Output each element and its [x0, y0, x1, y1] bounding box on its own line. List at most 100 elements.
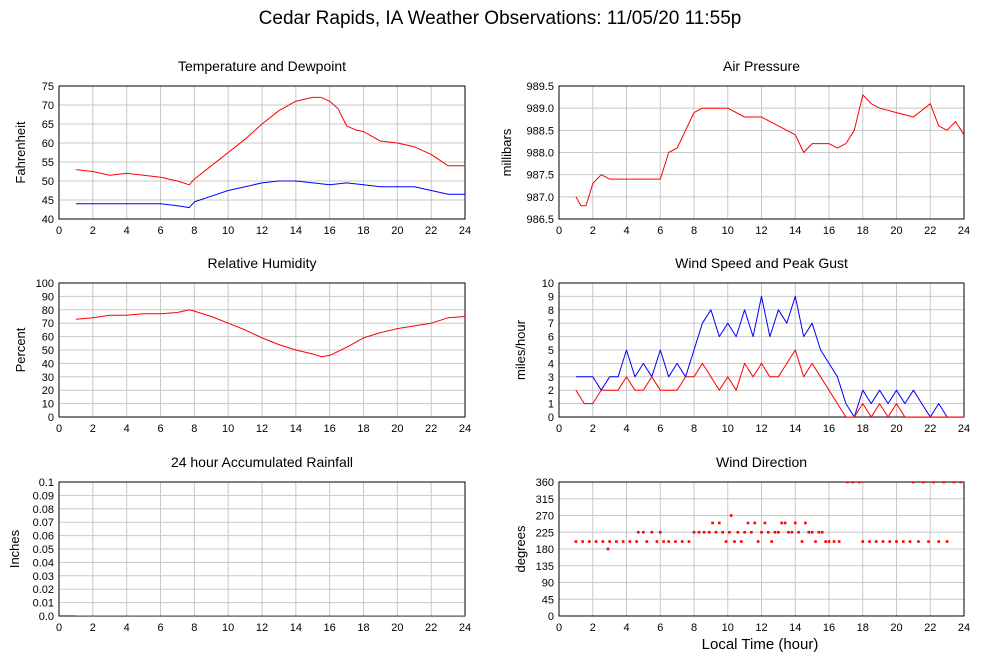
direction-frame: [558, 481, 965, 617]
rain-y-tick-label: 0.05: [33, 544, 54, 556]
direction-x-tick-label: 2: [590, 622, 596, 634]
direction-point: [881, 540, 885, 543]
rain-x-tick-label: 8: [191, 622, 197, 634]
pressure-y-tick-label: 986.5: [526, 214, 554, 226]
humidity-x-tick-label: 4: [124, 423, 130, 435]
pressure-x-tick-label: 0: [556, 225, 562, 237]
direction-x-tick-label: 12: [755, 622, 767, 634]
temp-x-tick-label: 12: [256, 225, 268, 237]
direction-point: [932, 482, 935, 484]
direction-point: [760, 530, 763, 534]
direction-point: [707, 530, 711, 534]
direction-point: [674, 540, 677, 543]
temp-x-tick-label: 14: [290, 225, 302, 237]
direction-point: [711, 521, 714, 525]
rain-y-tick-label: 0.09: [33, 490, 54, 502]
direction-point: [861, 540, 865, 543]
rain-y-tick-label: 0.01: [33, 598, 54, 610]
wind-series-line-1: [575, 349, 964, 417]
direction-point: [736, 530, 740, 534]
rain-y-tick-label: 0.02: [33, 584, 54, 596]
humidity-y-tick-label: 80: [42, 305, 54, 317]
direction-point: [912, 482, 915, 484]
direction-point: [721, 530, 724, 534]
rain-y-tick-label: 0.07: [33, 517, 54, 529]
direction-x-tick-label: 4: [623, 622, 629, 634]
direction-point: [837, 540, 841, 543]
temp-x-tick-label: 18: [357, 225, 369, 237]
wind-x-tick-label: 18: [857, 423, 869, 435]
wind-x-tick-label: 16: [823, 423, 835, 435]
rain-x-tick-label: 4: [124, 622, 130, 634]
direction-point: [800, 540, 804, 543]
temp-x-tick-label: 0: [56, 225, 62, 237]
temp-y-axis-label: Fahrenheit: [13, 121, 28, 184]
humidity-y-tick-label: 10: [42, 399, 54, 411]
direction-point: [662, 540, 665, 543]
rain-panel: 2 4 6 8 10 12 14 16 18 20 22 2400.00.010.020.030.04…: [7, 454, 471, 634]
direction-point: [750, 530, 753, 534]
rain-y-tick-label: 0.04: [33, 557, 54, 569]
wind-y-axis-label: miles/hour: [513, 319, 528, 380]
pressure-y-tick-label: 988.5: [526, 125, 554, 137]
direction-point: [874, 540, 878, 543]
direction-point: [594, 540, 598, 543]
direction-y-tick-label: 180: [536, 544, 554, 556]
pressure-y-tick-label: 987.5: [526, 170, 554, 182]
humidity-x-tick-label: 16: [324, 423, 336, 435]
direction-point: [827, 540, 831, 543]
humidity-series-line-0: [75, 309, 465, 358]
pressure-x-tick-label: 6: [657, 225, 663, 237]
direction-x-tick-label: 0: [556, 622, 562, 634]
rain-y-tick-label: 0.08: [33, 504, 54, 516]
rain-x-tick-label: 10: [222, 622, 234, 634]
wind-y-tick-label: 6: [548, 332, 554, 344]
humidity-y-tick-label: 70: [42, 318, 54, 330]
temp-panel: 2 4 6 8 10 12 14 16 18 20 22 2404045505560657075Tem…: [13, 58, 471, 237]
direction-y-tick-label: 270: [536, 511, 554, 523]
pressure-title: Air Pressure: [723, 58, 800, 74]
rain-x-tick-label: 6: [157, 622, 163, 634]
temp-x-tick-label: 4: [124, 225, 130, 237]
pressure-x-tick-label: 4: [623, 225, 629, 237]
humidity-x-tick-label: 8: [191, 423, 197, 435]
temp-x-tick-label: 16: [324, 225, 336, 237]
direction-point: [667, 540, 670, 543]
pressure-y-tick-label: 989.0: [526, 103, 554, 115]
direction-point: [777, 530, 780, 534]
direction-point: [797, 530, 800, 534]
direction-point: [658, 530, 662, 534]
rain-x-tick-label: 12: [256, 622, 268, 634]
wind-y-tick-label: 2: [548, 385, 554, 397]
direction-point: [942, 482, 946, 484]
temp-y-tick-label: 40: [42, 214, 54, 226]
direction-x-tick-label: 20: [890, 622, 902, 634]
direction-point: [783, 521, 787, 525]
pressure-x-tick-label: 22: [924, 225, 936, 237]
direction-point: [608, 540, 611, 543]
direction-point: [817, 530, 821, 534]
humidity-y-tick-label: 40: [42, 358, 54, 370]
pressure-x-tick-label: 16: [823, 225, 835, 237]
direction-point: [810, 530, 814, 534]
wind-x-tick-label: 12: [755, 423, 767, 435]
rain-x-tick-label: 24: [459, 622, 471, 634]
direction-point: [820, 530, 824, 534]
direction-y-axis-label: degrees: [513, 525, 528, 572]
direction-point: [714, 530, 718, 534]
direction-point: [766, 530, 770, 534]
rain-x-tick-label: 2: [90, 622, 96, 634]
wind-y-tick-label: 5: [548, 345, 554, 357]
direction-point: [746, 521, 750, 525]
humidity-title: Relative Humidity: [208, 255, 317, 271]
direction-x-tick-label: 6: [657, 622, 663, 634]
wind-y-tick-label: 4: [548, 358, 554, 370]
direction-x-tick-label: 16: [823, 622, 835, 634]
direction-x-tick-label: 22: [924, 622, 936, 634]
direction-point: [645, 540, 649, 543]
direction-x-tick-label: 10: [722, 622, 734, 634]
humidity-x-tick-label: 18: [357, 423, 369, 435]
pressure-y-axis-label: millibars: [499, 128, 514, 176]
direction-point: [697, 530, 701, 534]
